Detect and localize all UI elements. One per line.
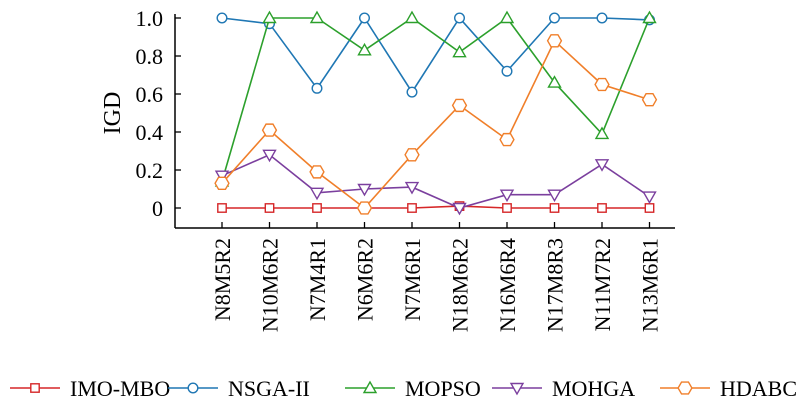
data-point (357, 42, 372, 56)
axes: 0 0.2 0.4 0.6 0.8 1.0 IGD N8M5R2 N10M6R2 N7M4R1 N6… (100, 6, 675, 332)
x-tick-label: N16M6R4 (495, 238, 520, 332)
x-tick-label: N11M7R2 (590, 238, 615, 331)
y-tick-label: 0.4 (136, 120, 164, 145)
series-line (221, 153, 650, 209)
data-point (642, 191, 657, 205)
data-point (214, 176, 230, 190)
legend-label: NSGA-II (228, 376, 310, 401)
x-tick-label: N8M5R2 (210, 238, 235, 321)
legend-marker (362, 380, 378, 394)
data-point (594, 77, 610, 92)
data-point (499, 132, 515, 147)
legend-marker (30, 383, 40, 393)
legend-label: HDABC (720, 376, 797, 401)
data-point (642, 10, 657, 24)
series-layer (214, 10, 658, 216)
x-tick-label: N7M4R1 (305, 238, 330, 321)
series-line (221, 39, 650, 210)
data-point (406, 86, 418, 98)
data-point (262, 10, 277, 24)
data-point (549, 203, 560, 213)
legend-label: MOHGA (552, 376, 635, 401)
x-tick-label: N13M6R1 (638, 238, 663, 332)
data-point (264, 203, 275, 213)
data-point (546, 34, 563, 48)
legend-item: IMO-MBO (10, 376, 170, 401)
data-point (262, 149, 277, 163)
data-point (594, 159, 610, 172)
data-point (356, 201, 373, 215)
data-point (216, 12, 228, 24)
x-tick-label: N7M6R1 (400, 238, 425, 321)
series-hdabc (214, 34, 658, 215)
data-point (502, 203, 512, 213)
legend-item: HDABC (660, 376, 797, 401)
series-imo-mbo (217, 201, 655, 213)
series-line (221, 16, 650, 94)
data-point (309, 187, 325, 201)
data-point (454, 12, 466, 24)
series-line (221, 16, 651, 182)
legend-label: IMO-MBO (70, 376, 170, 401)
data-point (214, 170, 230, 184)
data-point (359, 12, 371, 24)
legend-marker (187, 382, 199, 394)
data-point (261, 123, 278, 137)
data-point (217, 203, 227, 213)
data-point (312, 203, 322, 213)
data-point (547, 75, 562, 88)
legend-item: NSGA-II (168, 376, 310, 401)
data-point (644, 203, 655, 213)
data-point (501, 65, 513, 77)
x-tick-label: N10M6R2 (258, 238, 283, 332)
data-point (597, 203, 607, 213)
series-mohga (214, 149, 657, 216)
data-point (547, 189, 562, 203)
series-mopso (214, 10, 657, 187)
series-line (222, 205, 650, 209)
x-tick-label: N18M6R2 (448, 238, 473, 332)
data-point (596, 12, 608, 24)
y-axis-label: IGD (100, 92, 126, 135)
data-point (451, 98, 468, 113)
data-point (594, 126, 610, 140)
data-point (499, 10, 515, 24)
y-tick-label: 0 (152, 196, 163, 221)
legend: IMO-MBO NSGA-II MOPSO MOHGA HDABC (10, 376, 797, 401)
legend-item: MOPSO (345, 376, 481, 401)
legend-marker (509, 382, 525, 396)
data-point (404, 181, 420, 195)
data-point (499, 189, 515, 203)
x-tick-label: N17M8R3 (543, 238, 568, 332)
data-point (404, 148, 420, 162)
data-point (309, 165, 325, 179)
legend-label: MOPSO (405, 376, 481, 401)
data-point (357, 183, 372, 197)
data-point (549, 12, 561, 24)
x-tick-label: N6M6R2 (353, 238, 378, 321)
y-tick-label: 0.8 (136, 44, 164, 69)
legend-marker (677, 381, 693, 395)
data-point (641, 93, 658, 107)
data-point (452, 44, 467, 58)
y-tick-label: 0.2 (136, 158, 164, 183)
data-point (452, 202, 467, 216)
legend-item: MOHGA (492, 376, 635, 401)
y-tick-label: 1.0 (136, 6, 164, 31)
data-point (407, 203, 417, 213)
y-tick-label: 0.6 (136, 82, 164, 107)
series-nsga-ii (216, 12, 656, 98)
data-point (309, 10, 325, 24)
data-point (311, 82, 323, 94)
data-point (404, 10, 420, 24)
